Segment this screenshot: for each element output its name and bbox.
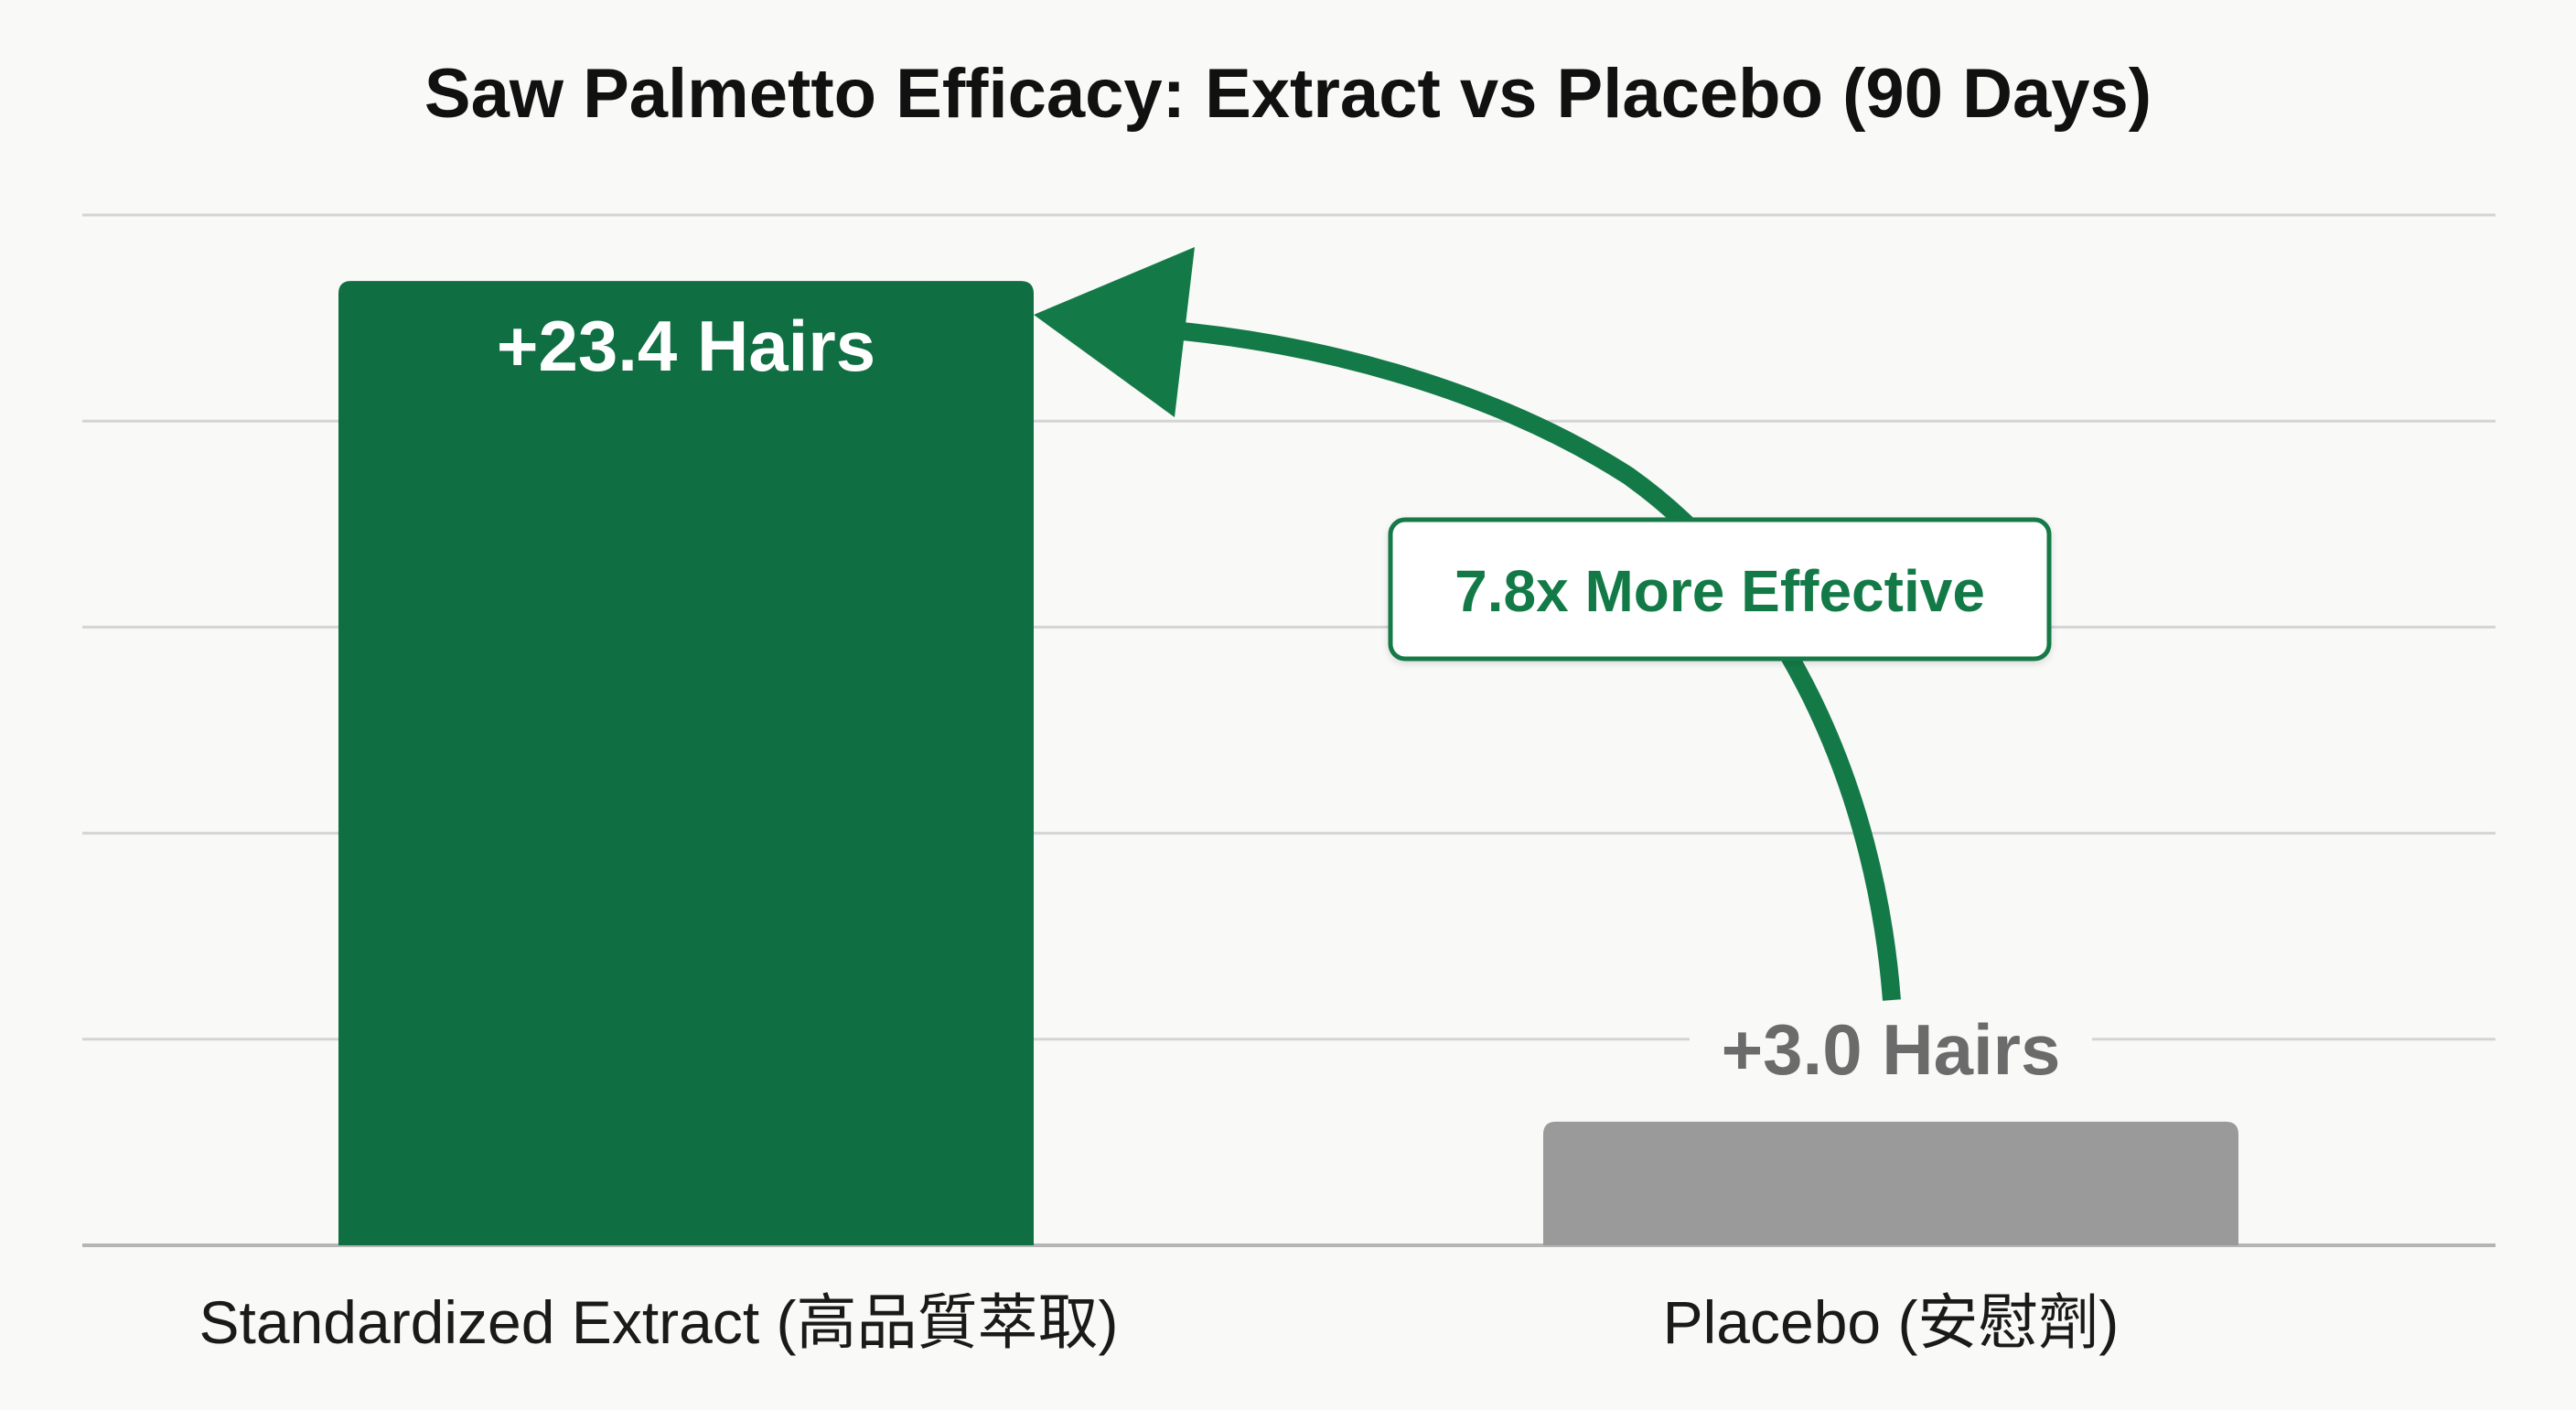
data-label-background — [1690, 1006, 2092, 1092]
chart-title: Saw Palmetto Efficacy: Extract vs Placeb… — [424, 55, 2152, 133]
comparison-arrow — [1034, 247, 1901, 1001]
x-tick-label-extract: Standardized Extract (高品質萃取) — [199, 1288, 1119, 1356]
data-label-placebo: +3.0 Hairs — [1722, 1009, 2061, 1090]
bars — [338, 281, 2238, 1246]
bar-extract — [338, 281, 1034, 1246]
annotation-text: 7.8x More Effective — [1454, 558, 1985, 624]
arrow-shaft — [1161, 320, 1901, 1001]
labels: +23.4 Hairs +3.0 Hairs Standardized Extrac… — [199, 306, 2120, 1356]
arrow-head — [1034, 247, 1195, 417]
data-label-extract: +23.4 Hairs — [497, 306, 875, 386]
bar-placebo — [1543, 1121, 2238, 1245]
annotation-box — [1388, 517, 2052, 662]
x-tick-label-placebo: Placebo (安慰劑) — [1663, 1288, 2120, 1356]
annotation-callout: 7.8x More Effective — [1388, 517, 2052, 662]
